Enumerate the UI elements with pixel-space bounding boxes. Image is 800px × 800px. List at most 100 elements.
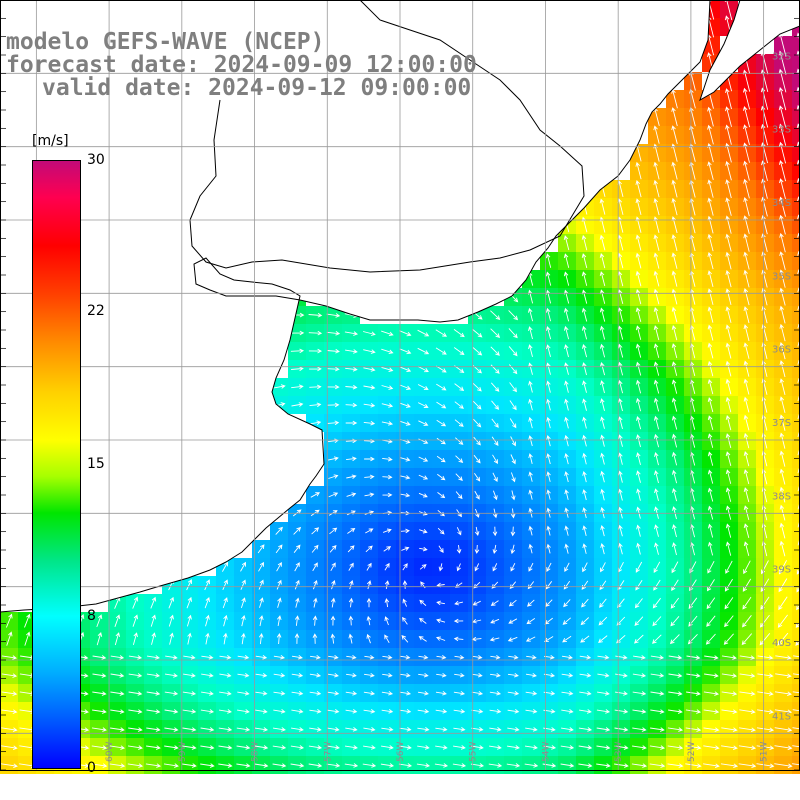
wind-arrow (454, 401, 464, 409)
wind-arrow (200, 763, 215, 768)
wind-arrow (5, 613, 13, 628)
latitude-label: 37S (772, 418, 791, 429)
wind-arrow (183, 673, 196, 678)
wind-arrow (526, 654, 537, 660)
wind-arrow (614, 763, 629, 768)
wind-arrow (164, 727, 179, 732)
wind-arrow (347, 527, 356, 534)
wind-arrow (525, 672, 537, 678)
wind-arrow (507, 636, 518, 642)
wind-arrow (618, 452, 623, 465)
wind-arrow (309, 366, 322, 372)
wind-arrow (774, 691, 792, 697)
wind-arrow (436, 636, 446, 641)
speed-cell (792, 198, 800, 216)
latitude-label: 38S (772, 491, 791, 502)
wind-arrow (778, 578, 788, 593)
wind-arrow (599, 307, 606, 322)
wind-arrow (506, 763, 521, 768)
wind-arrow (707, 124, 714, 145)
wind-arrow (345, 384, 358, 390)
wind-arrow (653, 161, 660, 180)
latitude-label: 33S (772, 125, 791, 136)
wind-arrow (294, 579, 300, 590)
wind-arrow (290, 330, 305, 336)
wind-arrow (453, 690, 466, 696)
wind-arrow (671, 433, 678, 448)
wind-arrow (795, 621, 800, 629)
wind-arrow (436, 618, 446, 624)
wind-arrow (579, 709, 592, 714)
latitude-label: 39S (772, 565, 791, 576)
wind-arrow (114, 614, 121, 627)
wind-arrow (725, 560, 733, 574)
wind-arrow (671, 161, 678, 180)
wind-arrow (779, 396, 786, 413)
wind-arrow (436, 383, 447, 391)
wind-arrow (707, 179, 714, 198)
wind-arrow (546, 489, 551, 500)
wind-arrow (488, 763, 503, 768)
wind-arrow (346, 672, 357, 678)
wind-arrow (725, 523, 732, 538)
wind-arrow (363, 709, 376, 714)
wind-arrow (635, 343, 642, 358)
wind-arrow (671, 415, 678, 430)
wind-arrow (456, 563, 461, 572)
wind-arrow (561, 673, 574, 678)
wind-arrow (720, 763, 739, 769)
speed-cell (792, 324, 800, 342)
wind-arrow (291, 366, 304, 372)
wind-arrow (525, 691, 538, 696)
wind-arrow (474, 526, 480, 537)
wind-arrow (564, 362, 569, 375)
wind-arrow (308, 745, 323, 750)
wind-arrow (562, 617, 571, 625)
wind-arrow (671, 125, 678, 145)
wind-arrow (182, 745, 197, 750)
wind-arrow (653, 252, 660, 269)
speed-cell (792, 234, 800, 252)
wind-arrow (792, 709, 800, 712)
wind-arrow (725, 360, 732, 377)
country-border (189, 0, 585, 273)
wind-arrow (384, 562, 390, 571)
wind-arrow (363, 367, 376, 372)
wind-arrow (671, 252, 678, 269)
wind-arrow (402, 616, 408, 625)
wind-arrow (182, 727, 197, 732)
wind-arrow (218, 727, 233, 732)
wind-arrow (743, 541, 750, 557)
wind-arrow (291, 709, 304, 714)
wind-arrow (671, 397, 678, 412)
wind-arrow (186, 579, 193, 591)
wind-arrow (1, 673, 18, 678)
wind-arrow (259, 615, 264, 627)
wind-arrow (545, 271, 552, 286)
wind-arrow (635, 397, 642, 412)
wind-arrow (635, 325, 642, 340)
wind-arrow (739, 691, 756, 696)
wind-arrow (328, 456, 339, 461)
wind-arrow (346, 474, 357, 479)
wind-arrow (635, 198, 642, 216)
wind-arrow (725, 270, 732, 288)
wind-arrow (1, 691, 18, 696)
speed-cell (792, 72, 800, 90)
wind-arrow (614, 691, 628, 696)
wind-arrow (491, 418, 499, 428)
wind-arrow (707, 451, 714, 466)
wind-arrow (545, 581, 553, 590)
wind-arrow (743, 487, 750, 503)
wind-arrow (471, 727, 484, 732)
wind-arrow (456, 545, 462, 554)
wind-arrow (688, 615, 698, 627)
wind-arrow (146, 727, 161, 732)
speed-cell (792, 252, 800, 270)
wind-arrow (564, 543, 569, 554)
wind-arrow (759, 633, 771, 646)
wind-arrow (310, 492, 321, 498)
wind-arrow (618, 488, 623, 501)
wind-arrow (453, 329, 465, 338)
wind-arrow (671, 324, 678, 341)
